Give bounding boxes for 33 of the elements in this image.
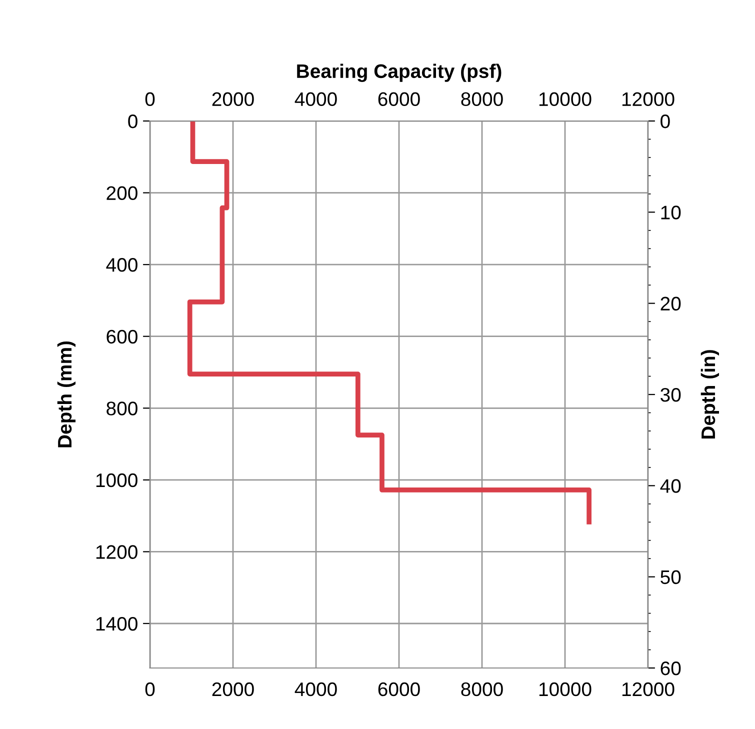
x-tick-label: 0 <box>145 682 155 696</box>
x2-tick-label: 8000 <box>461 92 503 106</box>
y-tick-label: 600 <box>106 330 138 344</box>
y2-tick-label: 30 <box>660 388 681 402</box>
x-tick-label: 10000 <box>539 682 592 696</box>
y-tick-label: 800 <box>106 402 138 416</box>
y-tick-label: 1000 <box>96 473 138 488</box>
y-tick-label: 200 <box>106 186 138 200</box>
x2-tick-label: 0 <box>145 92 155 106</box>
y-tick-label: 0 <box>128 114 138 128</box>
x-tick-label: 4000 <box>294 682 337 696</box>
x2-tick-label: 4000 <box>294 92 337 106</box>
x2-tick-label: 10000 <box>539 92 592 106</box>
y-tick-label: 1400 <box>96 616 138 631</box>
x2-axis-title: Bearing Capacity (psf) <box>297 64 502 82</box>
x2-tick-label: 2000 <box>212 92 254 106</box>
line-series <box>187 121 592 524</box>
x2-tick-label: 12000 <box>622 92 674 106</box>
x-tick-label: 6000 <box>378 682 420 696</box>
y2-tick-label: 40 <box>660 479 681 493</box>
x-tick-label: 2000 <box>212 682 254 696</box>
y2-axis-title: Depth (in) <box>700 350 719 439</box>
y2-tick-label: 60 <box>660 661 681 676</box>
y-tick-label: 1200 <box>96 545 138 559</box>
y2-tick-label: 10 <box>661 206 681 220</box>
y-tick-label: 400 <box>106 258 138 272</box>
x-tick-label: 12000 <box>622 682 674 696</box>
x-tick-label: 8000 <box>461 682 503 696</box>
y2-tick-label: 0 <box>660 114 670 128</box>
y2-tick-label: 50 <box>660 570 681 584</box>
x2-tick-label: 6000 <box>378 92 420 106</box>
y2-tick-label: 20 <box>660 296 681 311</box>
y-axis-title: Depth (mm) <box>57 341 76 448</box>
